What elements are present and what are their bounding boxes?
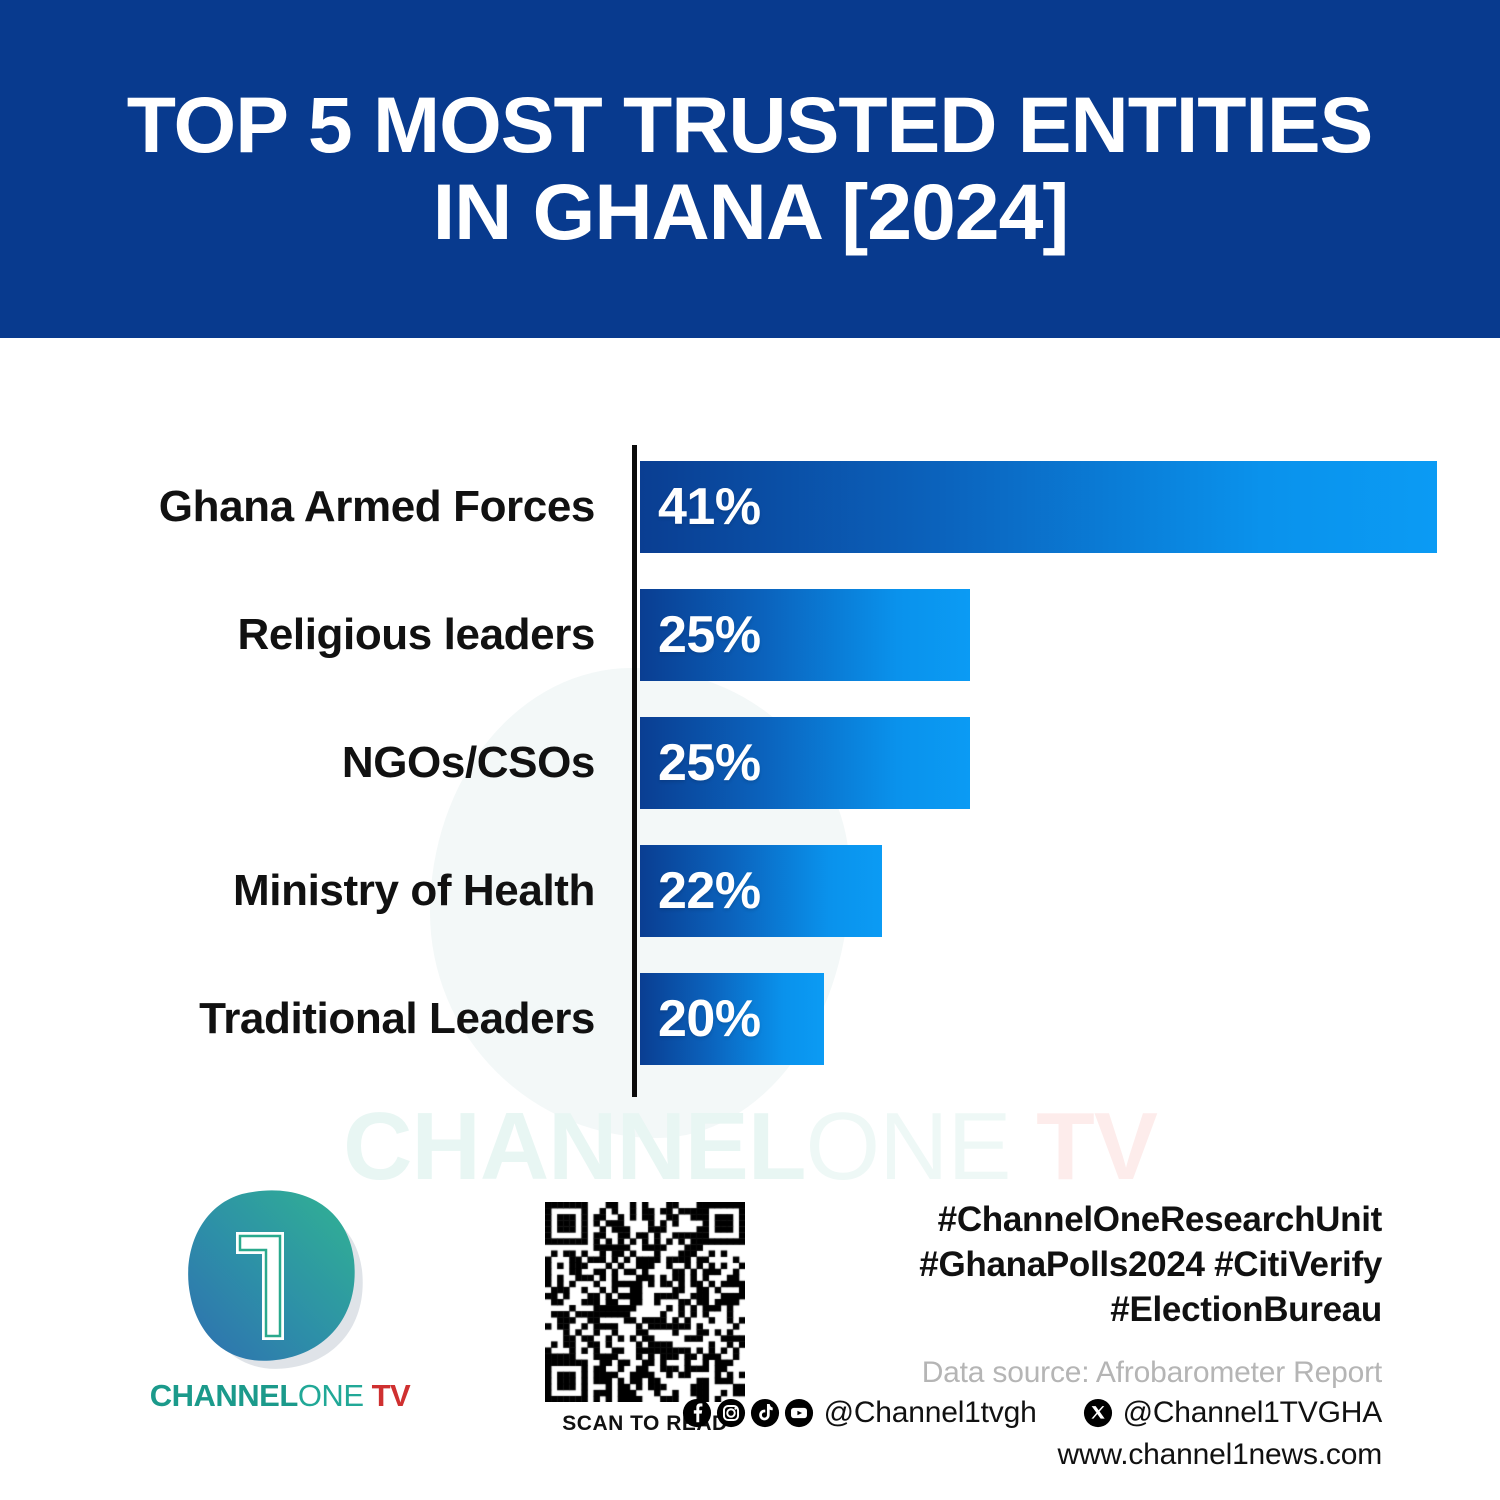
category-label: Traditional Leaders	[199, 994, 595, 1043]
category-label: Ministry of Health	[233, 866, 595, 915]
hashtag-line-1: #ChannelOneResearchUnit	[937, 1200, 1383, 1239]
footer-text-column: #ChannelOneResearchUnit #GhanaPolls2024 …	[662, 1198, 1382, 1472]
youtube-icon[interactable]	[784, 1398, 814, 1428]
footer: CHANNELONE TV SCAN TO READ #ChannelOneRe…	[0, 1180, 1500, 1500]
facebook-icon[interactable]	[682, 1398, 712, 1428]
social-icon-group	[682, 1398, 814, 1428]
hashtag-block: #ChannelOneResearchUnit #GhanaPolls2024 …	[662, 1198, 1382, 1332]
bar-religious-leaders: 25%	[640, 589, 970, 681]
bar-chart: Ghana Armed Forces 41% Religious leaders…	[0, 338, 1500, 1138]
hashtag-line-3: #ElectionBureau	[1110, 1289, 1382, 1329]
category-label: Religious leaders	[237, 610, 595, 659]
bar-ghana-armed-forces: 41%	[640, 461, 1437, 553]
website-url[interactable]: www.channel1news.com	[1057, 1438, 1383, 1472]
hashtag-line-2: #GhanaPolls2024 #CitiVerify	[919, 1244, 1382, 1284]
bar-value-label: 20%	[658, 990, 761, 1048]
qr-code-image[interactable]	[545, 1202, 745, 1402]
bar-value-label: 25%	[658, 734, 761, 792]
instagram-icon[interactable]	[716, 1398, 746, 1428]
bar-traditional-leaders: 20%	[640, 973, 824, 1065]
bar-ngos-csos: 25%	[640, 717, 970, 809]
header-banner: TOP 5 MOST TRUSTED ENTITIES IN GHANA [20…	[0, 0, 1500, 338]
data-source-label: Data source: Afrobarometer Report	[921, 1356, 1382, 1390]
bar-value-label: 41%	[658, 478, 761, 536]
logo-wordmark: CHANNELONE TV	[120, 1378, 440, 1414]
bar-ministry-of-health: 22%	[640, 845, 882, 937]
chart-row: Traditional Leaders 20%	[0, 973, 1500, 1065]
x-twitter-icon[interactable]	[1083, 1398, 1113, 1428]
category-label: NGOs/CSOs	[341, 738, 596, 787]
logo-mark-icon	[150, 1188, 400, 1378]
social-handle-main[interactable]: @Channel1tvgh	[823, 1396, 1037, 1430]
logo-text-one: ONE	[297, 1378, 364, 1413]
logo-text-tv: TV	[363, 1378, 411, 1413]
page-title-line-1: TOP 5 MOST TRUSTED ENTITIES	[127, 80, 1374, 170]
tiktok-icon[interactable]	[750, 1398, 780, 1428]
bar-value-label: 22%	[658, 862, 761, 920]
logo-text-channel: CHANNEL	[149, 1378, 299, 1413]
social-links-row: @Channel1tvgh @Channel1TVGHA	[662, 1396, 1382, 1430]
category-label: Ghana Armed Forces	[158, 482, 596, 531]
chart-row: Ghana Armed Forces 41%	[0, 461, 1500, 553]
social-handle-x[interactable]: @Channel1TVGHA	[1122, 1396, 1383, 1430]
channel-one-logo: CHANNELONE TV	[120, 1188, 450, 1438]
chart-row: Ministry of Health 22%	[0, 845, 1500, 937]
qr-code-block[interactable]: SCAN TO READ	[545, 1202, 755, 1436]
chart-row: Religious leaders 25%	[0, 589, 1500, 681]
bar-value-label: 25%	[658, 606, 761, 664]
chart-axis-line	[632, 445, 637, 1097]
page-title-line-2: IN GHANA [2024]	[432, 167, 1068, 256]
chart-row: NGOs/CSOs 25%	[0, 717, 1500, 809]
